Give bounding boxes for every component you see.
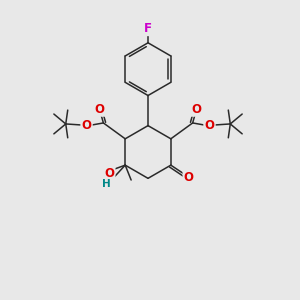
Text: O: O	[104, 167, 114, 180]
Text: O: O	[94, 103, 104, 116]
Text: O: O	[184, 170, 194, 184]
Text: O: O	[192, 103, 202, 116]
Text: H: H	[102, 179, 111, 189]
Text: O: O	[205, 119, 214, 132]
Text: F: F	[144, 22, 152, 35]
Text: O: O	[82, 119, 92, 132]
